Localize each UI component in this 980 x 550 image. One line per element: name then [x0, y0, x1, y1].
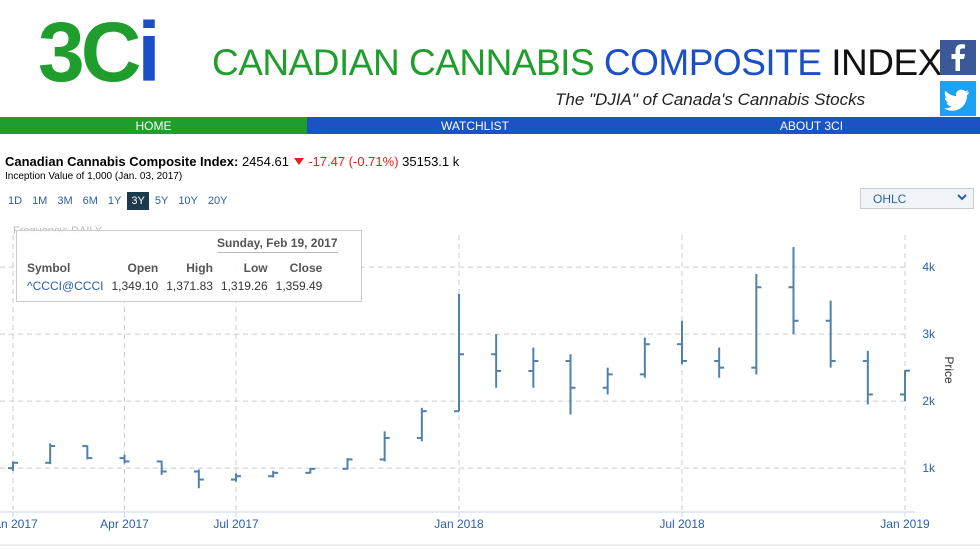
- title-part: COMPOSITE: [603, 42, 822, 83]
- y-tick-label: 1k: [922, 461, 936, 475]
- chart-style-select[interactable]: OHLC: [860, 188, 974, 209]
- x-tick-label: Jan 2019: [880, 517, 930, 531]
- y-tick-label: 3k: [922, 327, 936, 341]
- quote-change: -17.47 (-0.71%): [308, 154, 399, 169]
- nav-link[interactable]: ABOUT 3CI: [643, 117, 980, 134]
- x-tick-label: Jul 2018: [659, 517, 705, 531]
- tooltip-cell: 1,359.49: [275, 279, 323, 293]
- tooltip-cell: 1,319.26: [220, 279, 268, 293]
- title-part: INDEX: [831, 42, 942, 83]
- site-title: CANADIAN CANNABIS COMPOSITE INDEX: [212, 42, 942, 84]
- facebook-icon[interactable]: [940, 40, 976, 75]
- quote-volume: 35153.1 k: [402, 154, 460, 169]
- nav-link[interactable]: HOME: [0, 117, 307, 134]
- range-button[interactable]: 1Y: [107, 195, 122, 207]
- range-button[interactable]: 10Y: [178, 195, 198, 207]
- quote-last: 2454.61: [241, 154, 289, 169]
- twitter-icon[interactable]: [940, 81, 976, 116]
- tooltip-header: High: [186, 261, 213, 275]
- x-tick-label: Jan 2017: [0, 517, 38, 531]
- social-icons: [940, 40, 976, 116]
- chevron: [957, 194, 967, 201]
- nav-bar: HOME WATCHLIST ABOUT 3CI: [0, 117, 980, 134]
- tooltip-header: Close: [289, 261, 323, 275]
- down-arrow: [293, 158, 304, 165]
- x-tick-label: Apr 2017: [100, 517, 149, 531]
- range-button[interactable]: 20Y: [207, 195, 228, 207]
- x-tick-label: Jan 2018: [434, 517, 484, 531]
- range-button[interactable]: 3Y: [127, 192, 149, 210]
- range-button[interactable]: 1M: [32, 195, 48, 207]
- logo-text: 3C: [38, 5, 141, 99]
- quote-name: Canadian Cannabis Composite Index:: [5, 154, 239, 169]
- tooltip: Sunday, Feb 19, 2017 Symbol Open High Low Cl…: [16, 230, 362, 302]
- tooltip-cell: ^CCCI@CCCI: [27, 279, 104, 293]
- tooltip-header: Low: [243, 261, 268, 275]
- range-button[interactable]: 1D: [8, 195, 23, 207]
- tooltip-date: Sunday, Feb 19, 2017: [217, 236, 338, 253]
- tooltip-cell: 1,349.10: [111, 279, 159, 293]
- select-value: OHLC: [873, 192, 907, 206]
- title-part: CANADIAN CANNABIS: [212, 42, 595, 83]
- range-button[interactable]: 3M: [57, 195, 73, 207]
- nav-link[interactable]: WATCHLIST: [307, 117, 643, 134]
- range-button[interactable]: 5Y: [154, 195, 169, 207]
- range-buttons: 1D 1M 3M 6M 1Y 3Y 5Y 10Y 20Y: [4, 192, 233, 210]
- tooltip-cell: 1,371.83: [166, 279, 213, 293]
- tooltip-table: Symbol Open High Low Close ^CCCI@CCCI 1,349.10…: [23, 259, 326, 295]
- quote-line: Canadian Cannabis Composite Index: 2454.…: [5, 154, 459, 169]
- logo: 3Ci: [38, 10, 161, 94]
- logo-text: i: [137, 5, 160, 99]
- y-axis-title: Price: [942, 356, 956, 384]
- tagline: The "DJIA" of Canada's Cannabis Stocks: [555, 90, 866, 109]
- tooltip-header: Open: [127, 261, 159, 275]
- range-button[interactable]: 6M: [82, 195, 98, 207]
- y-tick-label: 4k: [922, 260, 936, 274]
- inception-note: Inception Value of 1,000 (Jan. 03, 2017): [5, 171, 183, 182]
- tooltip-header: Symbol: [27, 261, 71, 275]
- y-tick-label: 2k: [922, 394, 936, 408]
- x-tick-label: Jul 2017: [213, 517, 259, 531]
